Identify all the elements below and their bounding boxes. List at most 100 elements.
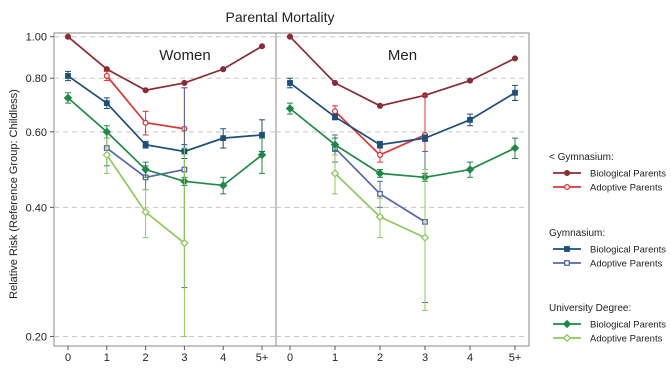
data-point [218, 181, 228, 190]
data-point [103, 100, 110, 107]
legend-group-2: University Degree: Biological Parents Adop… [549, 303, 666, 345]
series-line [289, 82, 516, 146]
data-point [376, 102, 384, 109]
series-line [67, 75, 263, 153]
legend-marker [562, 333, 572, 343]
data-point [102, 127, 112, 137]
legend-label: Adoptive Parents [590, 259, 663, 270]
series-line [289, 107, 516, 179]
x-tick-label: 3 [422, 352, 428, 364]
data-point [286, 33, 294, 40]
y-tick-label: 0.20 [26, 331, 47, 343]
panel-title: Men [388, 47, 417, 64]
x-tick-label: 5+ [256, 352, 269, 364]
panel-women: Women 0 1 2 3 4 5+ [53, 32, 277, 364]
legend-marker [563, 183, 571, 191]
data-point [64, 33, 72, 40]
data-point [422, 135, 428, 142]
chart-title: Parental Mortality [226, 9, 335, 25]
legend-group-1: Gymnasium: Biological Parents Adoptive Par… [549, 228, 666, 270]
y-axis-label: Relative Risk (Reference Group: Childles… [8, 89, 20, 299]
data-point [285, 104, 295, 113]
y-tick-label: 0.40 [26, 202, 47, 214]
data-point [142, 141, 149, 148]
series-line [67, 97, 263, 187]
series-universitydegree-biological [63, 92, 267, 195]
x-tick-label: 1 [332, 352, 338, 364]
legend-marker [563, 169, 571, 177]
data-point [332, 114, 338, 120]
panels-layer: Women 0 1 2 3 4 5+ Men 0 1 2 3 4 5+ 1.00 0.80 0.60 0.40 0.… [26, 32, 530, 364]
data-point [258, 43, 266, 50]
data-point [512, 89, 518, 96]
x-tick-label: 4 [467, 352, 473, 364]
panel-men: Men 0 1 2 3 4 5+ [275, 32, 530, 364]
data-point [259, 132, 265, 138]
data-point [287, 80, 293, 86]
data-point [467, 116, 473, 123]
data-point [65, 73, 71, 79]
legend-marker [562, 319, 572, 329]
data-point [220, 135, 227, 142]
data-point [377, 141, 383, 148]
panel-title: Women [159, 47, 210, 64]
x-tick-label: 1 [104, 352, 110, 364]
series-universitydegree-adoptive [102, 137, 189, 337]
data-point [330, 169, 340, 178]
data-point [375, 169, 385, 178]
series-gymnasium-biological [64, 33, 266, 94]
x-tick-label: 4 [220, 352, 226, 364]
x-tick-label: 3 [181, 352, 187, 364]
data-point [510, 143, 520, 153]
legend: < Gymnasium: Biological Parents Adoptive P… [549, 152, 666, 345]
data-point [102, 150, 112, 160]
y-tick-label: 0.80 [26, 73, 47, 85]
data-point [376, 151, 384, 158]
legend-label: Biological Parents [590, 245, 666, 256]
data-point [377, 190, 383, 197]
data-point [375, 212, 385, 222]
data-point [181, 79, 188, 87]
data-point [180, 238, 189, 248]
data-point [142, 87, 149, 94]
y-tick-label: 0.60 [26, 127, 47, 139]
legend-group-title: Gymnasium: [549, 228, 605, 239]
data-point [465, 165, 475, 174]
data-point [331, 108, 339, 115]
x-tick-label: 5+ [509, 352, 522, 364]
series-universitydegree-adoptive [330, 154, 430, 311]
legend-marker [564, 260, 570, 266]
data-point [257, 150, 267, 160]
data-point [331, 79, 339, 87]
legend-label: Adoptive Parents [590, 183, 663, 194]
legend-group-title: < Gymnasium: [549, 152, 614, 163]
data-point [103, 72, 110, 79]
data-point [330, 140, 340, 149]
series-line [289, 36, 516, 107]
x-tick-label: 0 [65, 352, 71, 364]
series-gymnasium-biological [287, 77, 518, 149]
data-point [466, 77, 474, 84]
x-tick-label: 0 [287, 352, 293, 364]
panel-frame [275, 32, 530, 347]
legend-label: Adoptive Parents [590, 334, 663, 345]
data-point [420, 233, 430, 242]
data-point [103, 66, 110, 73]
legend-label: Biological Parents [590, 169, 666, 180]
data-point [220, 66, 227, 73]
y-tick-label: 1.00 [26, 32, 47, 44]
x-tick-label: 2 [377, 352, 383, 364]
data-point [141, 165, 150, 174]
legend-group-0: < Gymnasium: Biological Parents Adoptive P… [549, 152, 666, 194]
data-point [142, 119, 149, 126]
legend-label: Biological Parents [590, 320, 666, 331]
data-point [141, 207, 150, 217]
series-line [67, 36, 263, 92]
data-point [63, 93, 73, 103]
legend-marker [564, 246, 570, 252]
legend-group-title: University Degree: [549, 303, 631, 314]
x-tick-label: 2 [143, 352, 149, 364]
data-point [511, 55, 519, 62]
